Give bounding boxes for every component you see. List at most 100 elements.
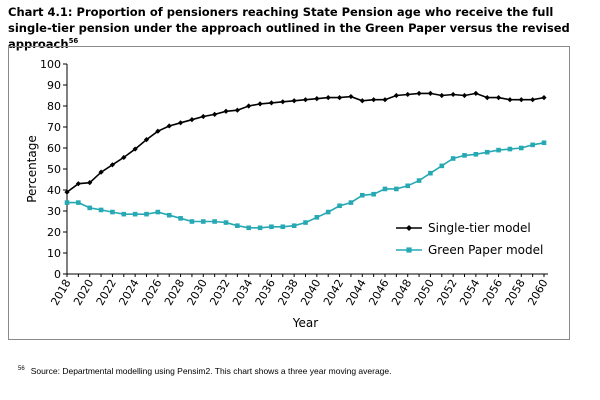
- data-point: [314, 215, 320, 220]
- data-point: [530, 142, 535, 148]
- data-point: [405, 91, 411, 98]
- data-point: [110, 209, 115, 215]
- data-point: [144, 211, 149, 217]
- data-point: [223, 220, 229, 225]
- data-point: [291, 98, 297, 104]
- data-point: [155, 128, 161, 134]
- data-point: [325, 209, 331, 215]
- footnote: 56 Source: Departmental modelling using P…: [18, 366, 392, 376]
- x-tick-label: 2042: [321, 277, 346, 308]
- series-single-tier-model: [64, 90, 547, 195]
- x-tick-label: 2024: [116, 277, 141, 308]
- data-point: [280, 99, 286, 105]
- data-point: [98, 207, 104, 213]
- series-layer: [64, 90, 547, 231]
- data-point: [439, 163, 445, 169]
- data-point: [416, 178, 422, 183]
- y-tick-label: 100: [40, 58, 61, 71]
- data-point: [393, 92, 399, 99]
- x-axis-title: Year: [292, 316, 318, 330]
- x-tick-label: 2046: [366, 277, 391, 308]
- x-tick-label: 2032: [207, 277, 232, 308]
- data-point: [439, 92, 445, 99]
- y-tick-label: 50: [47, 163, 61, 176]
- data-point: [246, 225, 252, 231]
- chart-frame: [8, 46, 570, 340]
- data-point: [541, 140, 547, 146]
- data-point: [302, 97, 309, 103]
- chart-title: Chart 4.1: Proportion of pensioners reac…: [8, 4, 592, 52]
- footnote-text: Source: Departmental modelling using Pen…: [30, 366, 392, 376]
- data-point: [371, 97, 377, 103]
- data-point: [87, 180, 93, 186]
- data-point: [212, 111, 218, 117]
- data-point: [530, 97, 536, 103]
- data-point: [314, 96, 320, 102]
- data-point: [496, 147, 501, 153]
- data-point: [394, 186, 399, 192]
- data-point: [495, 95, 502, 101]
- legend-marker: [406, 225, 412, 231]
- data-point: [235, 223, 240, 228]
- data-point: [75, 181, 81, 187]
- data-point: [303, 220, 308, 225]
- data-point: [462, 153, 467, 158]
- data-point: [98, 169, 104, 175]
- data-point: [189, 117, 195, 123]
- data-point: [189, 219, 195, 224]
- y-tick-label: 30: [47, 205, 61, 218]
- legend-label: Single-tier model: [428, 221, 531, 235]
- x-tick-label: 2036: [253, 277, 278, 308]
- data-point: [223, 108, 229, 114]
- series-line: [67, 142, 545, 229]
- data-point: [348, 93, 354, 100]
- data-point: [200, 113, 206, 120]
- legend-marker: [406, 247, 412, 253]
- axes: 0102030405060708090100201820202022202420…: [25, 58, 551, 330]
- y-tick-label: 0: [54, 268, 61, 281]
- legend-item: Single-tier model: [396, 221, 531, 235]
- x-tick-label: 2040: [298, 277, 323, 308]
- data-point: [269, 224, 274, 230]
- data-point: [64, 200, 70, 205]
- data-point: [473, 152, 479, 157]
- x-tick-label: 2026: [139, 277, 164, 308]
- data-point: [405, 183, 411, 189]
- data-point: [450, 91, 456, 98]
- data-point: [268, 100, 275, 106]
- x-tick-label: 2038: [275, 277, 300, 308]
- data-point: [461, 92, 468, 99]
- data-point: [325, 95, 331, 101]
- data-point: [428, 170, 433, 176]
- data-point: [359, 98, 365, 104]
- y-tick-label: 70: [47, 121, 61, 134]
- data-point: [484, 149, 490, 155]
- data-point: [348, 200, 354, 205]
- x-tick-label: 2020: [71, 277, 96, 308]
- data-point: [234, 107, 240, 113]
- data-point: [76, 200, 81, 205]
- data-point: [155, 209, 161, 215]
- title-footnote-ref: 56: [68, 37, 79, 46]
- data-point: [143, 137, 150, 143]
- y-tick-label: 90: [47, 79, 61, 92]
- x-tick-label: 2054: [457, 277, 482, 308]
- x-tick-label: 2056: [480, 277, 505, 308]
- data-point: [177, 120, 184, 126]
- data-point: [200, 219, 206, 224]
- legend: Single-tier model Green Paper model: [396, 221, 543, 257]
- chart-title-text: Chart 4.1: Proportion of pensioners reac…: [8, 5, 570, 51]
- data-point: [382, 97, 388, 103]
- data-point: [427, 90, 434, 96]
- series-line: [66, 92, 545, 193]
- data-point: [371, 191, 376, 197]
- x-tick-label: 2044: [344, 277, 369, 308]
- data-point: [132, 146, 138, 152]
- data-point: [450, 156, 456, 161]
- x-tick-label: 2030: [185, 277, 210, 308]
- x-tick-label: 2022: [94, 277, 119, 308]
- data-point: [257, 101, 263, 107]
- footnote-number: 56: [18, 366, 25, 373]
- data-point: [132, 211, 138, 217]
